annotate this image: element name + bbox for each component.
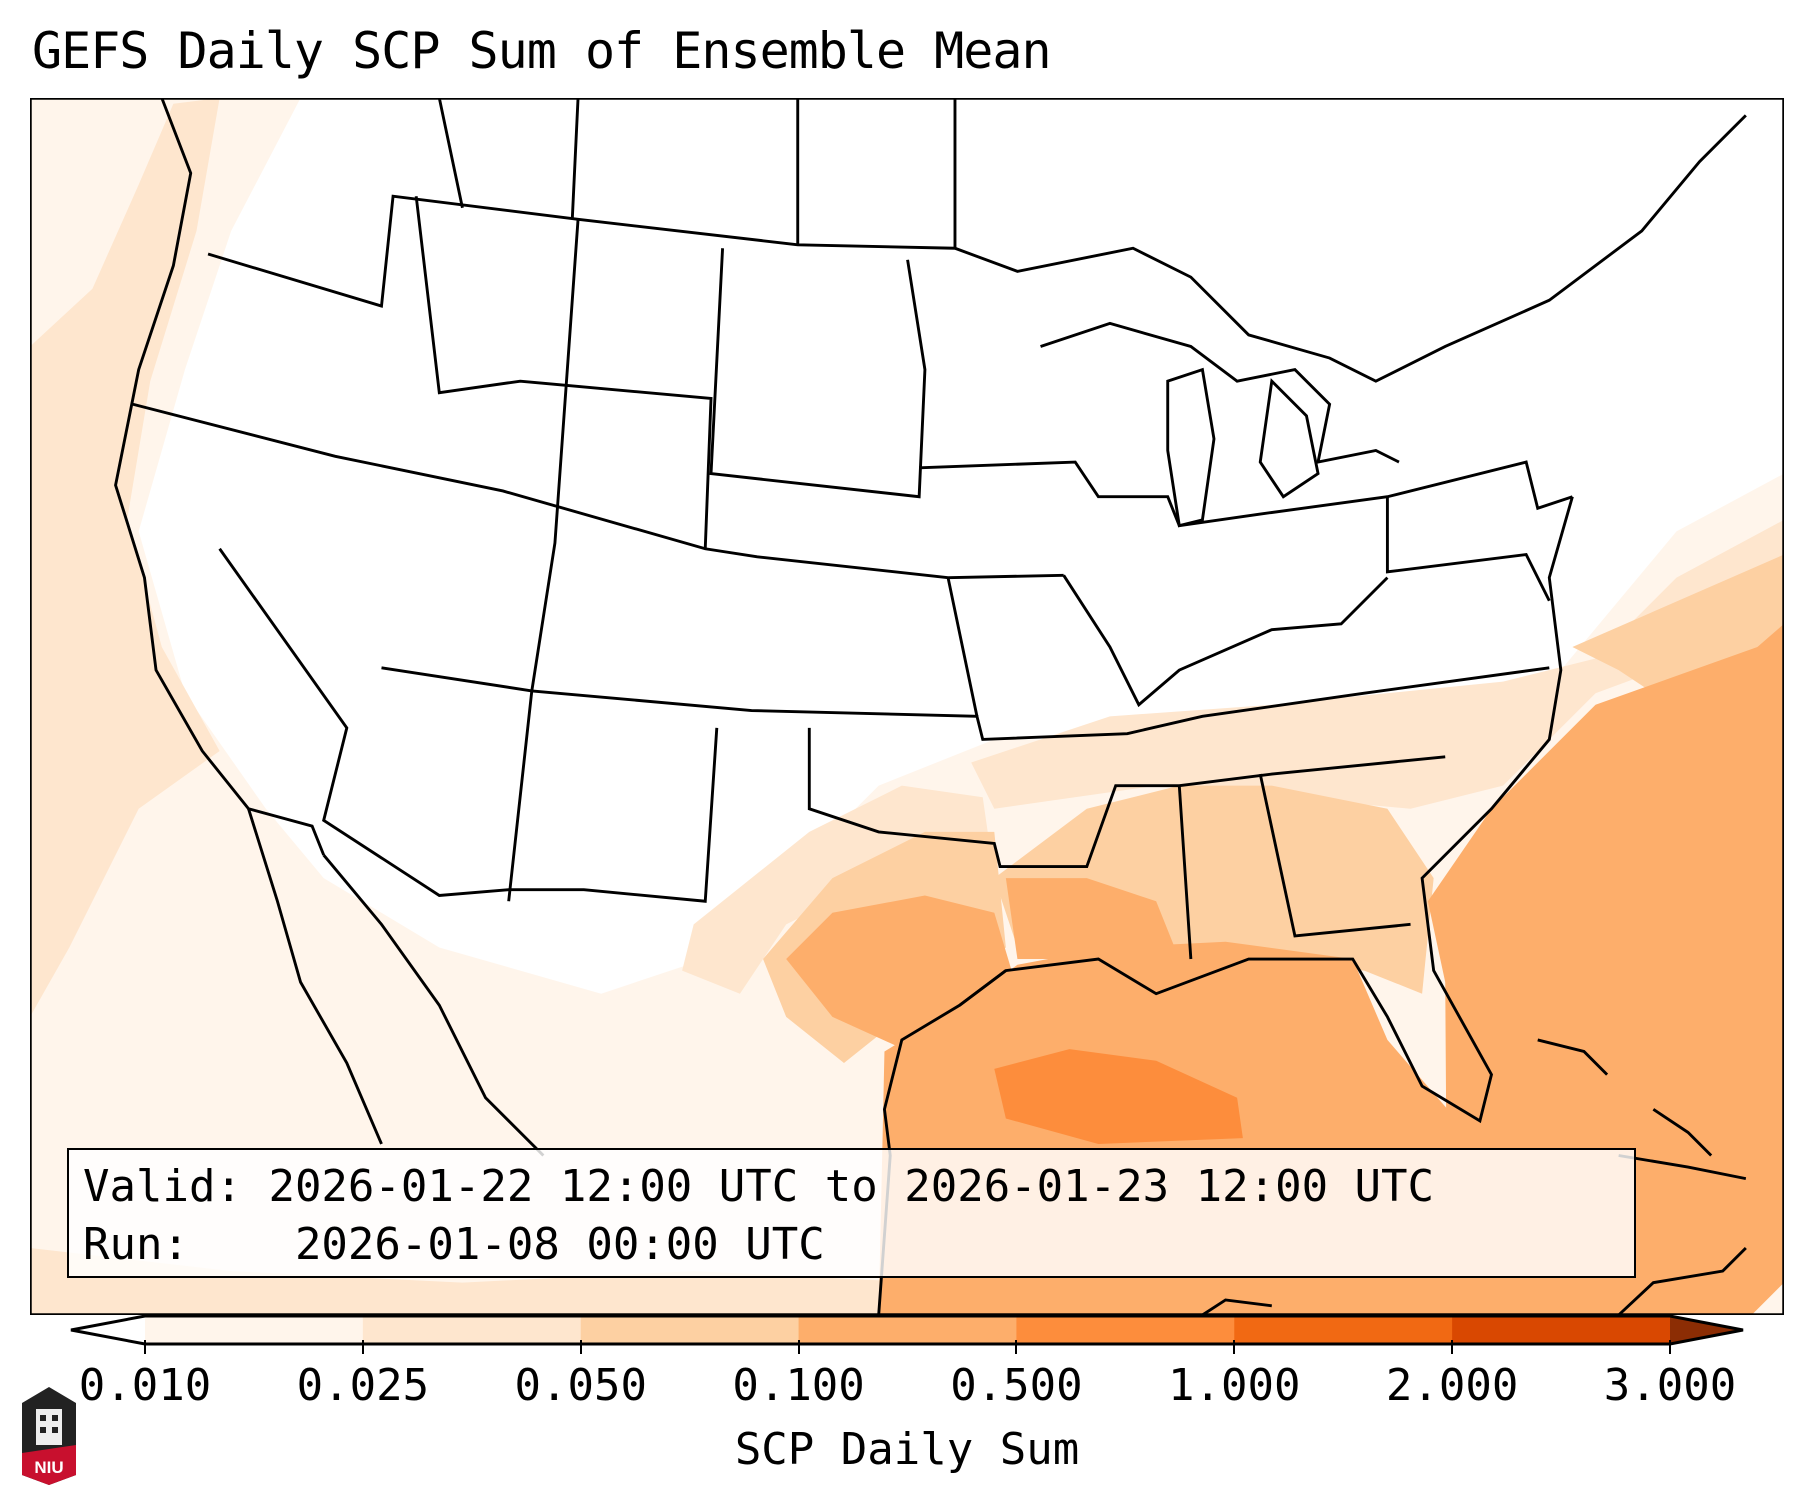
colorbar-segment bbox=[1452, 1316, 1671, 1344]
colorbar-tick-label: 1.000 bbox=[1168, 1360, 1301, 1411]
valid-label: Valid: bbox=[83, 1161, 242, 1212]
colorbar-over-extension bbox=[1670, 1316, 1743, 1344]
niu-logo: NIU bbox=[22, 1387, 76, 1485]
svg-text:NIU: NIU bbox=[34, 1458, 63, 1477]
colorbar-tick-mark bbox=[1015, 1340, 1018, 1354]
colorbar-segment bbox=[145, 1316, 364, 1344]
colorbar-tick-mark bbox=[1451, 1340, 1454, 1354]
info-box: Valid: 2026-01-22 12:00 UTC to 2026-01-2… bbox=[67, 1148, 1636, 1278]
colorbar-tick-mark bbox=[579, 1340, 582, 1354]
colorbar-tick-label: 0.025 bbox=[296, 1360, 430, 1411]
colorbar-segment bbox=[362, 1316, 582, 1344]
colorbar-segment bbox=[580, 1316, 800, 1344]
colorbar-tick-mark bbox=[797, 1340, 800, 1354]
valid-value: 2026-01-22 12:00 UTC to 2026-01-23 12:00… bbox=[268, 1161, 1435, 1212]
colorbar-segment bbox=[1234, 1316, 1453, 1344]
boundaries bbox=[114, 98, 1747, 1315]
run-label: Run: bbox=[83, 1219, 189, 1270]
colorbar-tick-label: 0.050 bbox=[514, 1360, 647, 1411]
colorbar-segment bbox=[1016, 1316, 1235, 1344]
scp-shading bbox=[30, 98, 1784, 1315]
colorbar-tick-label: 0.100 bbox=[732, 1360, 865, 1411]
colorbar-tick-mark bbox=[1233, 1340, 1236, 1354]
forecast-map bbox=[30, 98, 1784, 1315]
colorbar-tick-label: 0.010 bbox=[78, 1360, 212, 1411]
colorbar-tick-mark bbox=[361, 1340, 364, 1354]
colorbar-tick-label: 2.000 bbox=[1385, 1360, 1519, 1411]
colorbar-tick-mark bbox=[1669, 1340, 1671, 1354]
colorbar-tick-label: 0.500 bbox=[950, 1360, 1083, 1411]
colorbar-segment bbox=[798, 1316, 1017, 1344]
colorbar-tick-mark bbox=[144, 1340, 146, 1354]
colorbar-under-extension bbox=[70, 1316, 145, 1344]
colorbar-tick-label: 3.000 bbox=[1603, 1360, 1737, 1411]
run-value: 2026-01-08 00:00 UTC bbox=[294, 1219, 825, 1270]
colorbar bbox=[70, 1314, 1744, 1346]
chart-title: GEFS Daily SCP Sum of Ensemble Mean bbox=[32, 22, 1052, 80]
colorbar-label: SCP Daily Sum bbox=[734, 1424, 1080, 1475]
